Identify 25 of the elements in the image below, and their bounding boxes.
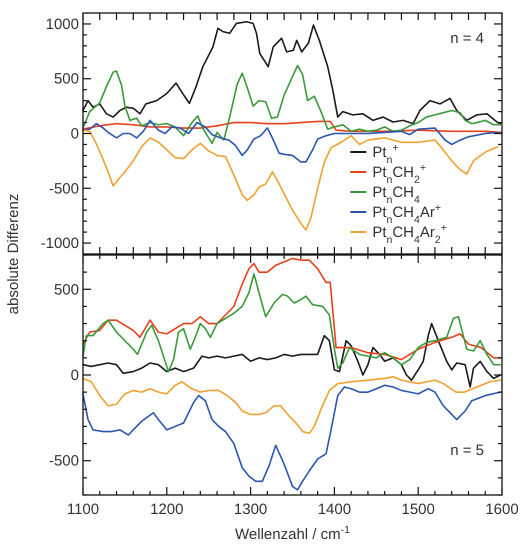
x-tick-label: 1400 [318, 501, 352, 518]
x-tick-label: 1500 [402, 501, 435, 518]
annotation: n = 4 [450, 30, 484, 47]
y-tick-label: 0 [70, 367, 79, 384]
x-tick-label: 1300 [234, 501, 268, 518]
line-series [82, 64, 502, 144]
line-series [82, 273, 502, 372]
line-series [82, 376, 502, 434]
line-series [82, 258, 502, 360]
x-tick-label: 1100 [66, 501, 100, 518]
y-tick-label: 0 [70, 126, 79, 142]
line-series [82, 120, 499, 163]
y-tick-label: -500 [48, 180, 79, 198]
line-series [82, 120, 503, 134]
y-axis-title: absolute Differenz [5, 194, 22, 314]
y-tick-label: -500 [48, 452, 79, 470]
x-axis-title: Wellenzahl / cm$^{-1}$ [235, 524, 350, 543]
line-series [82, 384, 502, 491]
annotation: n = 5 [450, 442, 484, 459]
x-tick-label: 1200 [150, 501, 184, 518]
y-tick-label: 1000 [46, 16, 79, 33]
y-tick-label: 500 [54, 70, 79, 88]
x-tick-label: 1600 [485, 501, 519, 518]
y-tick-label: -1000 [40, 235, 79, 252]
y-tick-label: 500 [54, 281, 79, 298]
